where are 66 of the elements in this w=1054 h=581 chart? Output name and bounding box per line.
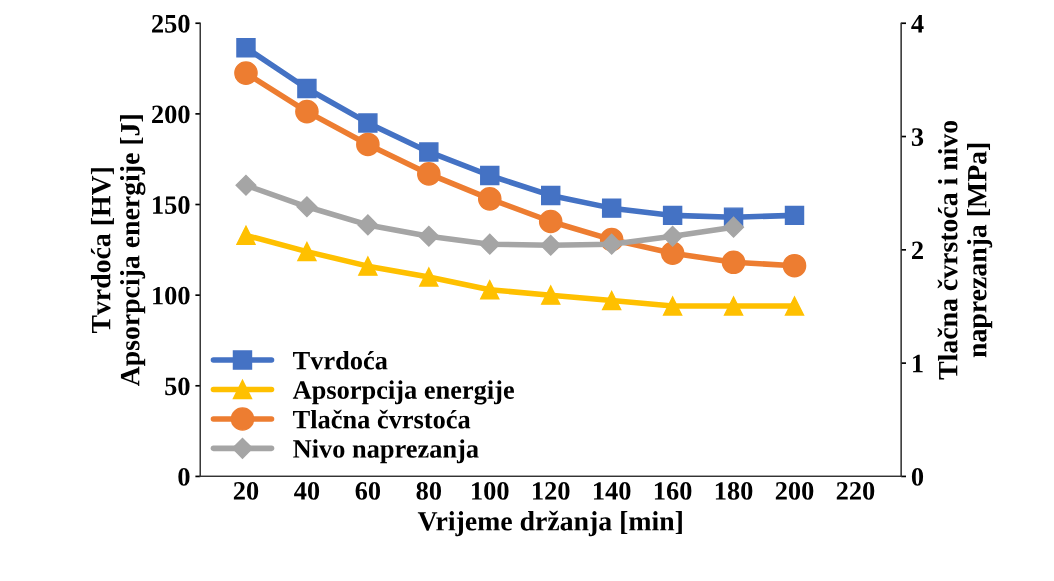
point bbox=[295, 99, 319, 124]
point bbox=[662, 225, 684, 247]
y2-tick-label: 4 bbox=[911, 15, 924, 33]
y-tick-label: 100 bbox=[153, 286, 190, 305]
legend-label: Tlačna čvrstoća bbox=[293, 409, 471, 429]
y2-tick-label: 1 bbox=[913, 354, 923, 373]
y-axis-title: Tvrdoća [HV] Apsorpcija energije [J] bbox=[90, 115, 146, 387]
y2-axis-title: Tlačna čvrstoća i nivo naprezanja [MPa] bbox=[937, 120, 993, 380]
x-tick-label: 20 bbox=[233, 482, 259, 500]
x-tick-label: 120 bbox=[533, 482, 570, 500]
y-tick-label: 250 bbox=[152, 14, 190, 33]
point bbox=[297, 78, 317, 99]
legend-label: Nivo naprezanja bbox=[293, 439, 479, 464]
y2-tick-label: 3 bbox=[911, 128, 924, 146]
x-tick-label: 140 bbox=[593, 482, 631, 500]
legend-label: Tvrdoća bbox=[293, 350, 388, 370]
y2-tick-label: 2 bbox=[912, 241, 923, 259]
point bbox=[662, 296, 683, 316]
x-tick-label: 180 bbox=[715, 482, 753, 500]
point bbox=[235, 174, 257, 196]
point bbox=[236, 37, 256, 58]
point bbox=[660, 241, 685, 266]
x-tick-label: 80 bbox=[416, 482, 442, 500]
point bbox=[296, 196, 318, 218]
point bbox=[662, 205, 683, 226]
x-tick-label: 100 bbox=[472, 482, 509, 500]
point bbox=[234, 61, 258, 85]
point bbox=[540, 234, 562, 256]
x-tick-label: 40 bbox=[294, 482, 320, 500]
x-tick-label: 200 bbox=[775, 482, 814, 500]
point bbox=[356, 132, 380, 157]
point bbox=[358, 256, 378, 276]
point bbox=[784, 296, 805, 316]
y2-tick-label: 0 bbox=[911, 468, 924, 486]
point bbox=[601, 233, 623, 255]
point bbox=[480, 165, 500, 186]
point bbox=[480, 279, 500, 300]
point bbox=[419, 142, 439, 162]
point bbox=[236, 225, 256, 246]
y-tick-label: 200 bbox=[152, 105, 190, 124]
point bbox=[601, 198, 622, 218]
point bbox=[417, 162, 441, 186]
point bbox=[477, 187, 502, 211]
legend-label: Apsorpcija energije bbox=[292, 380, 514, 405]
x-tick-label: 60 bbox=[355, 482, 381, 500]
x-tick-label: 160 bbox=[654, 482, 692, 500]
y-tick-label: 150 bbox=[153, 196, 190, 214]
point bbox=[723, 216, 745, 238]
point bbox=[297, 241, 317, 262]
point bbox=[601, 290, 622, 311]
y-tick-label: 0 bbox=[178, 468, 190, 486]
point bbox=[721, 250, 746, 275]
point bbox=[784, 205, 805, 226]
y-tick-label: 50 bbox=[165, 377, 190, 396]
point bbox=[782, 253, 807, 278]
point bbox=[357, 214, 379, 236]
point bbox=[540, 285, 561, 305]
point bbox=[419, 267, 439, 287]
point bbox=[418, 225, 440, 247]
point bbox=[723, 296, 744, 316]
x-tick-label: 220 bbox=[836, 482, 875, 500]
point bbox=[540, 185, 561, 206]
point bbox=[358, 113, 378, 133]
point bbox=[479, 233, 501, 255]
x-axis-title: Vrijeme držanja [min] bbox=[417, 510, 682, 537]
point bbox=[538, 209, 563, 234]
